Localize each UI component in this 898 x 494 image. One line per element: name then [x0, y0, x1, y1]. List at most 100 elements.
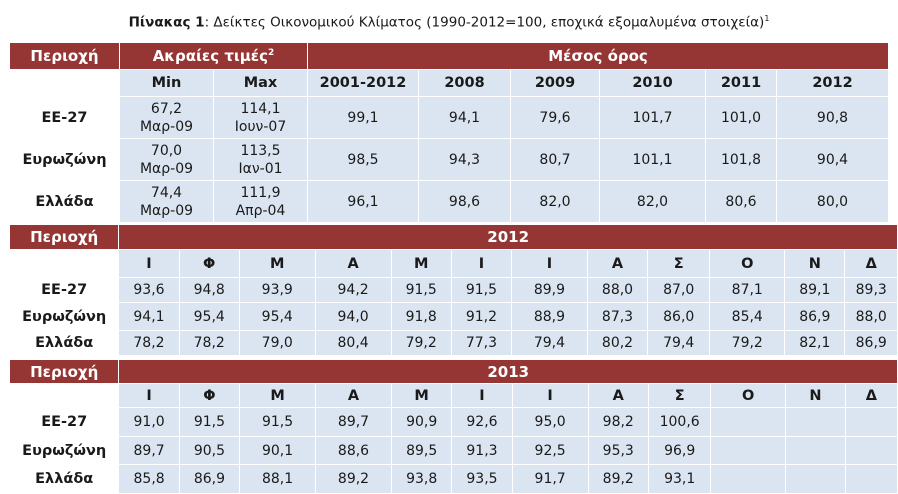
- data-cell: 101,1: [599, 138, 706, 181]
- region-header: Περιοχή: [9, 42, 120, 70]
- max-date: Ιουν-07: [234, 118, 287, 135]
- data-cell: 86,9: [178, 464, 241, 494]
- monthly-table-2013: Περιοχή 2013 Ι Φ Μ Α Μ Ι Ι Α Σ Ο Ν Δ ΕΕ-…: [8, 359, 898, 494]
- data-cell: 80,4: [314, 330, 392, 356]
- region-label: ΕΕ-27: [8, 407, 120, 437]
- table-row: Ελλάδα 78,2 78,2 79,0 80,4 79,2 77,3 79,…: [8, 330, 898, 356]
- data-cell: 94,8: [178, 277, 240, 303]
- monthly-table-2012: Περιοχή 2012 Ι Φ Μ Α Μ Ι Ι Α Σ Ο Ν Δ ΕΕ-…: [8, 224, 898, 356]
- table-row: ΕΕ-27 93,6 94,8 93,9 94,2 91,5 91,5 89,9…: [8, 277, 898, 303]
- data-cell: 93,9: [238, 277, 316, 303]
- region-label: Ελλάδα: [8, 464, 120, 494]
- region-label: Ευρωζώνη: [8, 436, 120, 465]
- data-cell: 101,8: [705, 138, 777, 181]
- data-cell: 91,0: [118, 407, 180, 437]
- data-cell: 78,2: [118, 330, 180, 356]
- data-cell: 89,1: [784, 277, 846, 303]
- table-row: Ευρωζώνη 94,1 95,4 95,4 94,0 91,8 91,2 8…: [8, 302, 898, 331]
- data-cell: 99,1: [307, 96, 419, 139]
- column-header: 2009: [510, 69, 600, 97]
- data-cell: 87,1: [709, 277, 786, 303]
- data-cell: 89,9: [511, 277, 588, 303]
- table-row: ΕΕ-27 91,0 91,5 91,5 89,7 90,9 92,6 95,0…: [8, 407, 898, 437]
- month-header: Μ: [390, 383, 453, 408]
- min-value: 67,2: [150, 100, 183, 117]
- data-cell: 80,6: [705, 180, 777, 223]
- data-cell: 94,2: [314, 277, 392, 303]
- data-cell: 91,8: [390, 302, 452, 331]
- data-cell: 87,0: [647, 277, 711, 303]
- month-header: Μ: [238, 249, 316, 278]
- data-cell: 100,6: [647, 407, 712, 437]
- month-header: Ι: [511, 383, 589, 408]
- month-header: Ι: [451, 383, 513, 408]
- blank-cell: [8, 249, 120, 278]
- extreme-values-footnote-mark: 2: [268, 48, 275, 58]
- column-header: Min: [119, 69, 214, 97]
- month-header-row: Ι Φ Μ Α Μ Ι Ι Α Σ Ο Ν Δ: [8, 249, 898, 278]
- data-cell: 90,1: [239, 436, 317, 465]
- table-row: Ελλάδα 74,4 Μαρ-09 111,9 Απρ-04 96,1 98,6 …: [9, 180, 889, 223]
- column-header: 2012: [776, 69, 889, 97]
- data-cell: 86,0: [647, 302, 711, 331]
- data-cell: 88,0: [844, 302, 898, 331]
- max-cell: 114,1 Ιουν-07: [213, 96, 308, 139]
- data-cell: 86,9: [844, 330, 898, 356]
- data-cell: 79,6: [510, 96, 600, 139]
- data-cell: 98,5: [307, 138, 419, 181]
- month-header: Μ: [390, 249, 452, 278]
- column-header: 2001-2012: [307, 69, 419, 97]
- data-cell: 79,4: [647, 330, 711, 356]
- empty-cell: [784, 407, 846, 437]
- data-cell: 91,7: [511, 464, 589, 494]
- month-header: Ι: [450, 249, 513, 278]
- table-row: Ελλάδα 85,8 86,9 88,1 89,2 93,8 93,5 91,…: [8, 464, 898, 494]
- data-cell: 82,0: [510, 180, 600, 223]
- data-cell: 85,4: [709, 302, 786, 331]
- empty-cell: [784, 464, 846, 494]
- data-cell: 91,5: [239, 407, 317, 437]
- header-row: Περιοχή Ακραίες τιμές2 Μέσος όρος: [9, 42, 889, 70]
- data-cell: 91,5: [178, 407, 241, 437]
- data-cell: 94,3: [418, 138, 511, 181]
- month-header: Α: [586, 249, 649, 278]
- data-cell: 92,6: [451, 407, 513, 437]
- region-label: ΕΕ-27: [9, 96, 120, 139]
- empty-cell: [710, 464, 786, 494]
- region-label: ΕΕ-27: [8, 277, 120, 303]
- month-header: Ι: [118, 249, 180, 278]
- max-value: 111,9: [240, 184, 281, 201]
- data-cell: 79,0: [238, 330, 316, 356]
- month-header: Α: [314, 249, 392, 278]
- data-cell: 94,1: [418, 96, 511, 139]
- year-header: 2013: [118, 359, 898, 384]
- max-value: 113,5: [240, 142, 281, 159]
- month-header: Μ: [239, 383, 317, 408]
- averages-table: Περιοχή Ακραίες τιμές2 Μέσος όρος Min Ma…: [9, 42, 889, 223]
- min-date: Μαρ-09: [139, 160, 194, 177]
- column-header: 2011: [705, 69, 777, 97]
- data-cell: 101,0: [705, 96, 777, 139]
- average-header: Μέσος όρος: [307, 42, 889, 70]
- data-cell: 93,8: [390, 464, 453, 494]
- month-header: Ο: [709, 249, 786, 278]
- year-header: 2012: [118, 224, 898, 250]
- data-cell: 82,1: [784, 330, 846, 356]
- data-cell: 98,2: [587, 407, 649, 437]
- data-cell: 77,3: [450, 330, 513, 356]
- max-date: Ιαν-01: [238, 160, 283, 177]
- data-cell: 90,4: [776, 138, 889, 181]
- month-header: Σ: [647, 383, 712, 408]
- month-header: Φ: [178, 249, 240, 278]
- extreme-values-label: Ακραίες τιμές: [152, 47, 269, 65]
- data-cell: 96,1: [307, 180, 419, 223]
- min-cell: 70,0 Μαρ-09: [119, 138, 214, 181]
- data-cell: 95,0: [511, 407, 589, 437]
- data-cell: 90,5: [178, 436, 241, 465]
- empty-cell: [844, 436, 898, 465]
- empty-cell: [710, 407, 786, 437]
- data-cell: 95,4: [178, 302, 240, 331]
- data-cell: 88,6: [315, 436, 392, 465]
- data-cell: 88,9: [511, 302, 588, 331]
- max-cell: 113,5 Ιαν-01: [213, 138, 308, 181]
